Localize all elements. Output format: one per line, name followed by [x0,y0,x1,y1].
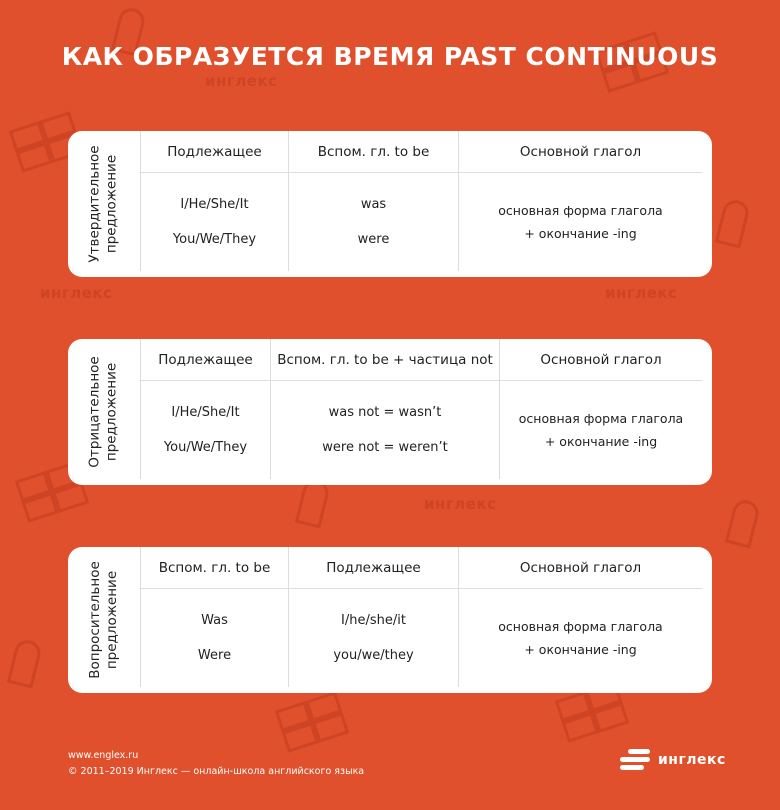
table-grid: Подлежащее Вспом. гл. to be Основной гла… [140,131,702,277]
interrogative-card: Вопросительное предложение Вспом. гл. to… [68,547,712,693]
column-header: Подлежащее [140,339,270,381]
cell-value: Were [197,648,232,663]
affirmative-card: Утвердительное предложение Подлежащее Вс… [68,131,712,277]
cell-value: I/He/She/It [180,197,249,212]
table-cell: I/He/She/It You/We/They [140,173,288,271]
table-cell: Was Were [140,589,288,687]
column-header: Подлежащее [140,131,288,173]
cell-value: Was [201,613,228,628]
side-label: Вопросительное предложение [87,561,121,679]
side-label-line: предложение [104,362,121,462]
side-label: Отрицательное предложение [87,356,121,467]
tower-icon [714,197,752,249]
column-header: Вспом. гл. to be + частица not [270,339,499,381]
side-label-line: Вопросительное [87,561,103,679]
column-header: Вспом. гл. to be [140,547,288,589]
watermark-text: инглекс [424,495,497,513]
column-header: Подлежащее [288,547,458,589]
footer-url-link[interactable]: www.englex.ru [68,750,139,761]
flag-icon [274,691,350,753]
table-cell: I/he/she/it you/we/they [288,589,458,687]
side-label-line: предложение [104,570,120,670]
page-title: КАК ОБРАЗУЕТСЯ ВРЕМЯ PAST CONTINUOUS [61,42,719,71]
negative-card: Отрицательное предложение Подлежащее Всп… [68,339,712,485]
table-cell: I/He/She/It You/We/They [140,381,270,479]
footer: www.englex.ru © 2011–2019 Инглекс — онла… [68,748,364,780]
cell-value: was [360,197,387,212]
cell-value: основная форма глагола [498,203,663,218]
cell-value: I/He/She/It [171,405,240,420]
footer-copyright: © 2011–2019 Инглекс — онлайн-школа англи… [68,766,365,777]
table-cell: основная форма глагола + окончание -ing [458,173,702,271]
side-label-line: Утвердительное [87,145,103,263]
watermark-text: инглекс [40,284,113,302]
side-label-line: Отрицательное [87,356,104,468]
cell-value: you/we/they [333,648,414,663]
table-cell: was not = wasn’t were not = weren’t [270,381,499,479]
logo-text: инглекс [658,752,726,768]
cell-value: + окончание -ing [524,226,637,241]
column-header: Основной глагол [458,547,702,589]
cell-value: основная форма глагола [518,411,684,426]
cell-value: You/We/They [172,232,257,247]
side-label-line: предложение [104,154,120,254]
watermark-text: инглекс [205,72,278,90]
side-label: Утвердительное предложение [87,145,121,262]
cell-value: основная форма глагола [498,619,663,634]
tower-icon [6,637,44,689]
brand-logo: инглекс [620,747,726,773]
column-header: Основной глагол [499,339,702,381]
side-label-cell: Утвердительное предложение [68,131,140,277]
column-header: Вспом. гл. to be [288,131,458,173]
cell-value: You/We/They [163,440,248,455]
cell-value: + окончание -ing [524,642,637,657]
cell-value: was not = wasn’t [328,405,442,420]
tower-icon [294,477,332,529]
watermark-text: инглекс [605,284,678,302]
tower-icon [724,497,762,549]
cell-value: were not = weren’t [322,440,448,455]
table-grid: Подлежащее Вспом. гл. to be + частица no… [140,339,702,485]
table-grid: Вспом. гл. to be Подлежащее Основной гла… [140,547,702,693]
table-cell: основная форма глагола + окончание -ing [499,381,702,479]
column-header: Основной глагол [458,131,702,173]
cell-value: were [357,232,390,247]
table-cell: was were [288,173,458,271]
side-label-cell: Отрицательное предложение [68,339,140,485]
cell-value: + окончание -ing [544,434,658,449]
side-label-cell: Вопросительное предложение [68,547,140,693]
cell-value: I/he/she/it [341,613,406,628]
table-cell: основная форма глагола + окончание -ing [458,589,702,687]
logo-icon [620,747,650,773]
